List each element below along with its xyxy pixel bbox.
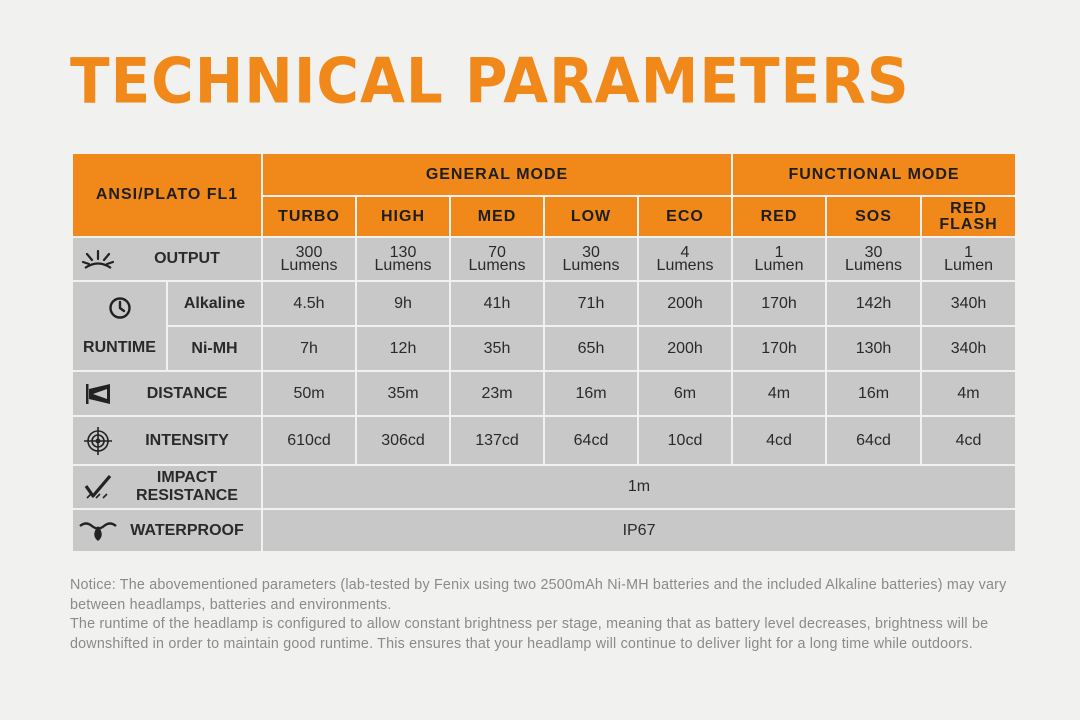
intensity-value: 10cd [636, 415, 734, 466]
output-value: 1 Lumen [920, 236, 1018, 282]
distance-value: 16m [543, 370, 639, 417]
impact-check-icon [73, 474, 123, 500]
runtime-nimh-value: 340h [920, 325, 1018, 372]
mode-header: HIGH [355, 195, 451, 238]
intensity-value: 610cd [261, 415, 357, 466]
page-title: TECHNICAL PARAMETERS [70, 44, 910, 118]
runtime-alkaline-value: 9h [355, 280, 451, 327]
output-value: 4 Lumens [636, 236, 734, 282]
output-value: 1 Lumen [731, 236, 828, 282]
runtime-nimh-value: 65h [543, 325, 639, 372]
runtime-alkaline-value: 170h [731, 280, 828, 327]
general-mode-header: GENERAL MODE [260, 152, 734, 197]
spec-table: ANSI/PLATO FL1 GENERAL MODE FUNCTIONAL M… [71, 152, 1018, 553]
output-value: 30 Lumens [543, 236, 639, 282]
runtime-alkaline-value: 4.5h [261, 280, 357, 327]
notice-text: Notice: The abovementioned parameters (l… [70, 576, 1018, 654]
output-value: 70 Lumens [449, 236, 545, 282]
intensity-value: 4cd [731, 415, 828, 466]
intensity-value: 306cd [355, 415, 451, 466]
mode-header: ECO [636, 195, 734, 238]
waterproof-label: WATERPROOF [130, 521, 244, 539]
impact-label-cell: IMPACT RESISTANCE [71, 464, 263, 510]
standard-header: ANSI/PLATO FL1 [71, 152, 263, 238]
mode-header: RED [731, 195, 828, 238]
intensity-value: 4cd [920, 415, 1018, 466]
distance-value: 50m [261, 370, 357, 417]
runtime-alkaline-value: 142h [825, 280, 923, 327]
output-label: OUTPUT [154, 250, 220, 267]
impact-value: 1m [260, 464, 1018, 510]
mode-header: LOW [543, 195, 639, 238]
distance-value: 16m [825, 370, 923, 417]
runtime-label-cell: RUNTIME [71, 280, 168, 372]
waterproof-label-cell: WATERPROOF [71, 508, 263, 553]
intensity-value: 137cd [449, 415, 545, 466]
output-value: 130 Lumens [355, 236, 451, 282]
runtime-alkaline-value: 71h [543, 280, 639, 327]
distance-label: DISTANCE [146, 384, 228, 402]
runtime-alkaline-value: 340h [920, 280, 1018, 327]
distance-value: 4m [731, 370, 828, 417]
impact-label: IMPACT RESISTANCE [136, 469, 238, 504]
distance-label-cell: DISTANCE [71, 370, 263, 417]
output-value: 30 Lumens [825, 236, 923, 282]
distance-value: 35m [355, 370, 451, 417]
mode-header: MED [449, 195, 545, 238]
notice-paragraph: The runtime of the headlamp is configure… [70, 616, 989, 652]
light-burst-icon [73, 249, 123, 269]
runtime-nimh-value: 7h [261, 325, 357, 372]
runtime-nimh-value: 12h [355, 325, 451, 372]
distance-value: 23m [449, 370, 545, 417]
runtime-nimh-value: 35h [449, 325, 545, 372]
runtime-alkaline-value: 41h [449, 280, 545, 327]
distance-value: 4m [920, 370, 1018, 417]
target-icon [73, 426, 123, 456]
clock-icon [108, 296, 132, 325]
intensity-label-cell: INTENSITY [71, 415, 263, 466]
output-value: 300 Lumens [261, 236, 357, 282]
notice-paragraph: Notice: The abovementioned parameters (l… [70, 577, 1007, 613]
runtime-nimh-value: 130h [825, 325, 923, 372]
waterproof-value: IP67 [260, 508, 1018, 553]
alkaline-label: Alkaline [166, 280, 263, 327]
output-label-cell: OUTPUT [71, 236, 263, 282]
intensity-label: INTENSITY [145, 431, 229, 449]
functional-mode-header: FUNCTIONAL MODE [731, 152, 1018, 197]
runtime-alkaline-value: 200h [636, 280, 734, 327]
nimh-label: Ni-MH [166, 325, 263, 372]
distance-value: 6m [636, 370, 734, 417]
mode-header: TURBO [261, 195, 357, 238]
mode-header: SOS [825, 195, 923, 238]
mode-header: RED FLASH [920, 195, 1018, 238]
beam-distance-icon [73, 383, 123, 405]
runtime-label: RUNTIME [83, 338, 156, 356]
runtime-nimh-value: 170h [731, 325, 828, 372]
runtime-nimh-value: 200h [636, 325, 734, 372]
intensity-value: 64cd [543, 415, 639, 466]
intensity-value: 64cd [825, 415, 923, 466]
water-drop-icon [73, 520, 123, 542]
